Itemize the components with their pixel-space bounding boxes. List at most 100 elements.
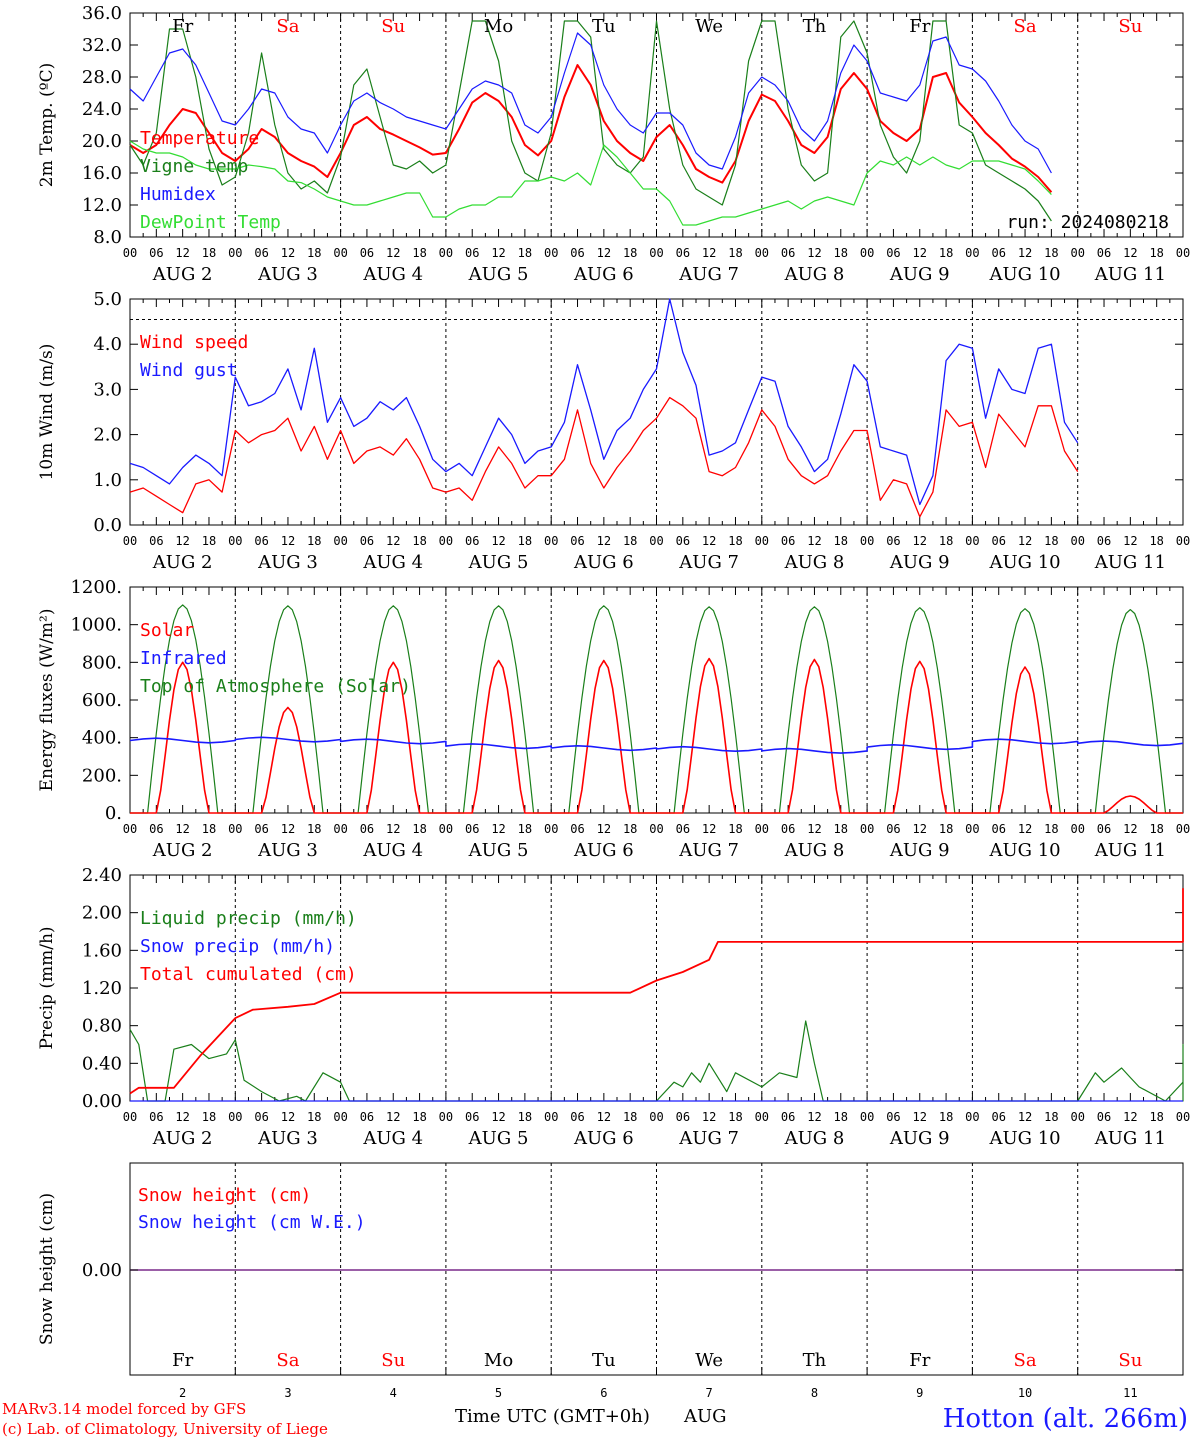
energy-hour-label: 00 bbox=[649, 822, 663, 836]
wind-hour-label: 00 bbox=[333, 534, 347, 548]
energy-hour-label: 00 bbox=[965, 822, 979, 836]
energy-hour-label: 18 bbox=[1149, 822, 1163, 836]
temp-hour-label: 06 bbox=[676, 246, 690, 260]
precip-hour-label: 06 bbox=[465, 1110, 479, 1124]
temp-hour-label: 06 bbox=[886, 246, 900, 260]
temp-date-label: AUG 6 bbox=[573, 264, 634, 285]
energy-hour-label: 12 bbox=[1123, 822, 1137, 836]
temp-y-tick-label: 8.0 bbox=[93, 227, 122, 248]
energy-hour-label: 06 bbox=[465, 822, 479, 836]
snow-y-tick-label: 0.00 bbox=[82, 1260, 122, 1281]
energy-hour-label: 06 bbox=[991, 822, 1005, 836]
precip-date-label: AUG 5 bbox=[468, 1128, 529, 1149]
wind-date-label: AUG 6 bbox=[573, 552, 634, 573]
energy-hour-label: 12 bbox=[175, 822, 189, 836]
day-number-label: 3 bbox=[284, 1386, 291, 1400]
wind-date-label: AUG 2 bbox=[152, 552, 213, 573]
energy-legend-solar: Solar bbox=[140, 620, 194, 641]
wind-y-tick-label: 2.0 bbox=[93, 425, 122, 446]
wind-legend-wind-speed: Wind speed bbox=[140, 332, 248, 353]
wind-hour-label: 12 bbox=[281, 534, 295, 548]
wind-hour-label: 18 bbox=[518, 534, 532, 548]
day-number-label: 9 bbox=[916, 1386, 923, 1400]
precip-date-label: AUG 9 bbox=[889, 1128, 950, 1149]
wind-hour-label: 06 bbox=[1097, 534, 1111, 548]
energy-hour-label: 18 bbox=[623, 822, 637, 836]
precip-hour-label: 00 bbox=[228, 1110, 242, 1124]
energy-y-tick-label: 600. bbox=[82, 690, 122, 711]
precip-hour-label: 06 bbox=[676, 1110, 690, 1124]
temp-hour-label: 12 bbox=[807, 246, 821, 260]
wind-hour-label: 00 bbox=[649, 534, 663, 548]
energy-hour-label: 06 bbox=[254, 822, 268, 836]
wind-date-label: AUG 5 bbox=[468, 552, 529, 573]
footer-model-credit: MARv3.14 model forced by GFS bbox=[2, 1400, 246, 1418]
temp-hour-label: 12 bbox=[702, 246, 716, 260]
wind-hour-label: 18 bbox=[623, 534, 637, 548]
day-number-label: 11 bbox=[1123, 1386, 1137, 1400]
temp-ylabel: 2m Temp. (ºC) bbox=[37, 63, 57, 188]
snow-weekday-label: Fr bbox=[172, 1350, 193, 1371]
temp-hour-label: 06 bbox=[991, 246, 1005, 260]
energy-date-label: AUG 2 bbox=[152, 840, 213, 861]
energy-hour-label: 18 bbox=[939, 822, 953, 836]
energy-hour-label: 12 bbox=[807, 822, 821, 836]
day-number-label: 7 bbox=[706, 1386, 713, 1400]
energy-hour-label: 00 bbox=[755, 822, 769, 836]
temp-y-tick-label: 24.0 bbox=[82, 99, 122, 120]
temp-hour-label: 00 bbox=[1176, 246, 1190, 260]
day-number-label: 6 bbox=[600, 1386, 607, 1400]
precip-y-tick-label: 0.00 bbox=[82, 1091, 122, 1112]
temp-hour-label: 18 bbox=[939, 246, 953, 260]
precip-hour-label: 18 bbox=[939, 1110, 953, 1124]
temp-hour-label: 18 bbox=[834, 246, 848, 260]
energy-hour-label: 12 bbox=[702, 822, 716, 836]
precip-hour-label: 12 bbox=[281, 1110, 295, 1124]
energy-date-label: AUG 9 bbox=[889, 840, 950, 861]
precip-hour-label: 12 bbox=[1123, 1110, 1137, 1124]
precip-legend-liquid-precip-mm-h-: Liquid precip (mm/h) bbox=[140, 908, 357, 929]
temp-y-tick-label: 12.0 bbox=[82, 195, 122, 216]
temp-weekday-label: Sa bbox=[1014, 16, 1037, 37]
temp-weekday-label: Tu bbox=[592, 16, 616, 37]
energy-y-tick-label: 1000. bbox=[70, 615, 122, 636]
precip-line-liquid bbox=[129, 1020, 1184, 1102]
precip-hour-label: 00 bbox=[333, 1110, 347, 1124]
energy-hour-label: 00 bbox=[544, 822, 558, 836]
temp-hour-label: 06 bbox=[781, 246, 795, 260]
wind-hour-label: 00 bbox=[860, 534, 874, 548]
energy-hour-label: 18 bbox=[728, 822, 742, 836]
wind-hour-label: 12 bbox=[702, 534, 716, 548]
wind-hour-label: 12 bbox=[1123, 534, 1137, 548]
precip-y-tick-label: 0.80 bbox=[82, 1016, 122, 1037]
snow-legend-we: Snow height (cm W.E.) bbox=[138, 1212, 366, 1233]
wind-date-label: AUG 8 bbox=[784, 552, 845, 573]
precip-hour-label: 18 bbox=[307, 1110, 321, 1124]
temp-weekday-label: Su bbox=[1118, 16, 1142, 37]
precip-y-tick-label: 2.00 bbox=[82, 903, 122, 924]
energy-date-label: AUG 7 bbox=[678, 840, 739, 861]
wind-hour-label: 12 bbox=[491, 534, 505, 548]
wind-hour-label: 06 bbox=[676, 534, 690, 548]
energy-hour-label: 18 bbox=[1044, 822, 1058, 836]
wind-hour-label: 18 bbox=[412, 534, 426, 548]
precip-date-label: AUG 8 bbox=[784, 1128, 845, 1149]
energy-hour-label: 12 bbox=[913, 822, 927, 836]
wind-hour-label: 00 bbox=[755, 534, 769, 548]
energy-hour-label: 06 bbox=[1097, 822, 1111, 836]
wind-hour-label: 12 bbox=[175, 534, 189, 548]
panel-energy: Energy fluxes (W/m²) bbox=[37, 586, 1184, 814]
temp-hour-label: 12 bbox=[597, 246, 611, 260]
temp-hour-label: 06 bbox=[149, 246, 163, 260]
energy-hour-label: 00 bbox=[123, 822, 137, 836]
temp-hour-label: 12 bbox=[491, 246, 505, 260]
temp-hour-label: 00 bbox=[228, 246, 242, 260]
temp-weekday-label: Fr bbox=[909, 16, 930, 37]
wind-date-label: AUG 9 bbox=[889, 552, 950, 573]
precip-hour-label: 00 bbox=[1176, 1110, 1190, 1124]
wind-hour-label: 12 bbox=[1018, 534, 1032, 548]
wind-hour-label: 18 bbox=[939, 534, 953, 548]
energy-y-tick-label: 0. bbox=[105, 803, 122, 824]
precip-hour-label: 18 bbox=[518, 1110, 532, 1124]
energy-ylabel: Energy fluxes (W/m²) bbox=[37, 609, 57, 792]
